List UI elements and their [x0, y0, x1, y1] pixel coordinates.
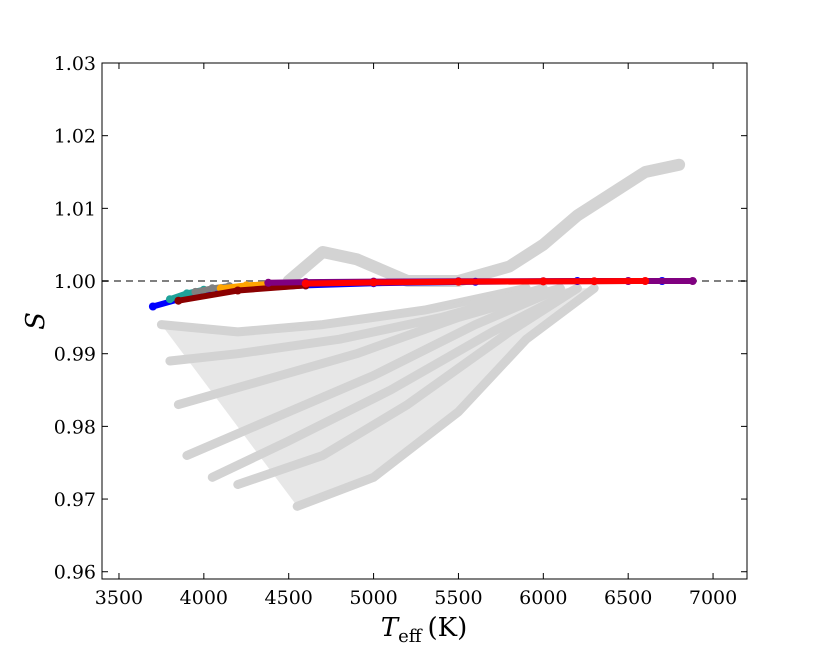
- series-5-point: [264, 278, 273, 287]
- series-2-point: [208, 284, 217, 293]
- series-5-point: [688, 277, 697, 285]
- cloud-upper-branch: [282, 158, 686, 287]
- x-tick-label: 3500: [95, 587, 143, 609]
- y-tick-label: 1.03: [54, 53, 96, 75]
- y-tick-label: 1.02: [54, 126, 96, 148]
- plot-frame: [101, 62, 748, 580]
- y-tick-label: 1.00: [54, 271, 96, 293]
- background-model-cloud: [156, 158, 686, 511]
- series-6-point: [369, 278, 378, 287]
- colored-series-layer: [148, 277, 697, 311]
- y-tick-label: 0.96: [54, 562, 96, 584]
- x-tick-label: 6000: [519, 587, 567, 609]
- series-6-point: [539, 277, 548, 286]
- x-tick-label: 4000: [180, 587, 228, 609]
- series-1-point: [182, 289, 191, 298]
- x-tick-label: 5500: [434, 587, 482, 609]
- series-1-point: [165, 295, 174, 304]
- series-6-line: [302, 278, 649, 287]
- x-tick-label: 5000: [349, 587, 397, 609]
- x-tick-label: 7000: [689, 587, 737, 609]
- series-2-point: [191, 287, 200, 296]
- y-tick-label: 1.01: [54, 198, 96, 220]
- x-axis-ticks: 3500 4000 4500 5000 5500 6000 6500 7000: [95, 63, 737, 609]
- y-tick-label: 0.98: [54, 416, 96, 438]
- series-6-point: [301, 279, 310, 288]
- series-6-point: [454, 277, 463, 286]
- y-axis-label: S: [21, 312, 51, 330]
- x-tick-label: 4500: [265, 587, 313, 609]
- series-6-point: [590, 277, 599, 286]
- series-4-point: [174, 296, 183, 305]
- y-tick-label: 0.97: [54, 489, 96, 511]
- series-6-point: [641, 277, 650, 285]
- series-4-point: [233, 286, 242, 295]
- x-axis-label: Teff (K): [381, 613, 468, 645]
- y-tick-label: 0.99: [54, 344, 96, 366]
- y-axis-ticks: 0.96 0.97 0.98 0.99 1.00 1.01 1.02 1.03: [54, 53, 747, 584]
- cloud-band: [161, 288, 595, 507]
- series-0-point: [148, 302, 157, 311]
- x-tick-label: 6500: [604, 587, 652, 609]
